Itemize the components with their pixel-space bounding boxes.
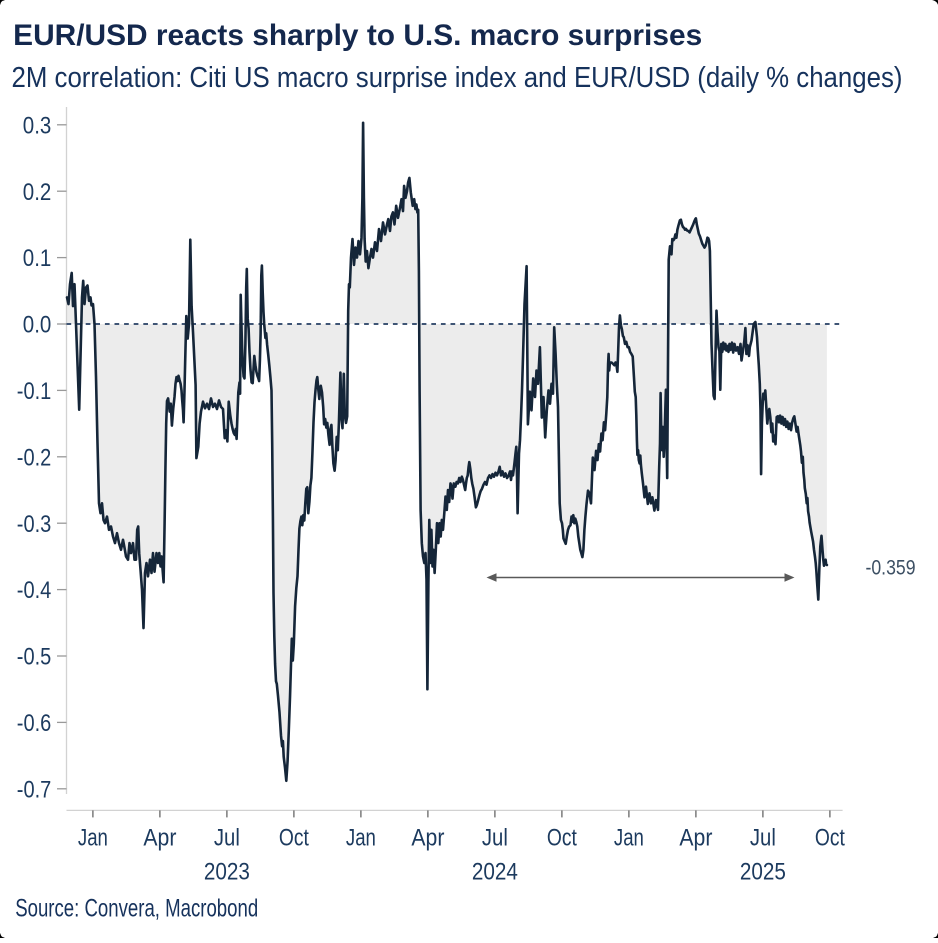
- svg-text:Apr: Apr: [679, 825, 712, 852]
- svg-text:-0.1: -0.1: [17, 378, 52, 405]
- svg-text:-0.359: -0.359: [866, 556, 916, 580]
- svg-text:-0.6: -0.6: [17, 710, 52, 737]
- svg-text:2025: 2025: [740, 859, 786, 886]
- svg-text:Apr: Apr: [411, 825, 444, 852]
- svg-text:-0.3: -0.3: [17, 511, 52, 538]
- svg-text:2024: 2024: [472, 859, 518, 886]
- svg-text:0.3: 0.3: [23, 112, 52, 139]
- svg-text:2023: 2023: [204, 859, 250, 886]
- svg-text:Source: Convera, Macrobond: Source: Convera, Macrobond: [15, 895, 258, 923]
- svg-text:Apr: Apr: [143, 825, 176, 852]
- svg-text:-0.4: -0.4: [17, 577, 52, 604]
- svg-text:Oct: Oct: [815, 825, 845, 852]
- svg-text:Jan: Jan: [78, 825, 108, 852]
- svg-text:Jul: Jul: [214, 825, 240, 852]
- svg-text:Jul: Jul: [482, 825, 508, 852]
- svg-text:-0.5: -0.5: [17, 644, 52, 671]
- svg-text:2M correlation: Citi US macro: 2M correlation: Citi US macro surprise i…: [12, 62, 903, 94]
- svg-text:Oct: Oct: [279, 825, 309, 852]
- svg-text:0.2: 0.2: [23, 179, 52, 206]
- svg-text:0.1: 0.1: [23, 245, 52, 272]
- svg-text:Jan: Jan: [346, 825, 376, 852]
- svg-text:Jul: Jul: [750, 825, 776, 852]
- svg-text:-0.2: -0.2: [17, 444, 52, 471]
- svg-text:Jan: Jan: [614, 825, 644, 852]
- svg-text:0.0: 0.0: [23, 312, 52, 339]
- svg-text:Oct: Oct: [547, 825, 577, 852]
- svg-text:-0.7: -0.7: [17, 776, 52, 803]
- svg-text:EUR/USD reacts sharply to U.S.: EUR/USD reacts sharply to U.S. macro sur…: [13, 19, 702, 52]
